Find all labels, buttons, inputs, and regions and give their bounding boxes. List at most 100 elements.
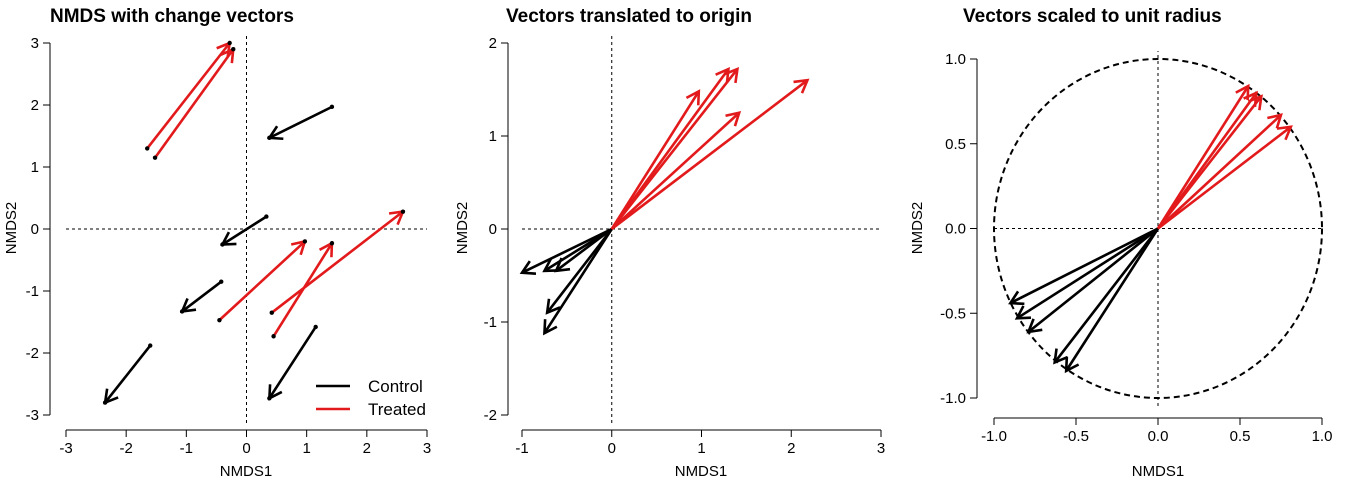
vector-shaft <box>1027 227 1159 333</box>
series-treated <box>1156 83 1293 230</box>
vector-end-point <box>231 47 236 52</box>
vector-arrowhead <box>543 319 558 336</box>
x-tick-label: 0.0 <box>1148 428 1169 445</box>
vector-shaft <box>555 227 613 272</box>
change-vector <box>610 78 810 231</box>
x-axis-tick-labels: -1 0 1 2 3 <box>515 440 885 457</box>
vector-shaft <box>610 79 809 231</box>
change-vector <box>543 228 613 336</box>
vector-arrowhead <box>1064 356 1080 374</box>
vector-arrowhead <box>1247 94 1263 111</box>
vector-start-point <box>217 317 222 323</box>
vector-shaft <box>1016 227 1159 320</box>
y-axis-tick-labels: -2 -1 0 1 2 <box>484 35 497 424</box>
change-vector <box>217 239 308 323</box>
vector-end-point <box>102 400 108 405</box>
vector-arrowhead <box>545 298 561 315</box>
y-tick-label: -1 <box>26 283 39 300</box>
x-tick-label: -3 <box>59 440 72 457</box>
y-tick-label: 1 <box>31 159 39 176</box>
vector-end-point <box>227 40 232 46</box>
y-tick-label: 0 <box>489 221 497 238</box>
vector-shaft <box>270 210 404 314</box>
vector-arrowhead <box>1276 125 1293 141</box>
change-vector <box>1014 227 1159 320</box>
panel-title: Vectors scaled to unit radius <box>963 6 1222 27</box>
legend-label-treated: Treated <box>368 400 426 419</box>
panel-unit-radius-vectors: Vectors scaled to unit radius -1.0 -0.5 0.… <box>909 6 1332 480</box>
x-axis-tick-labels: -1.0 -0.5 0.0 0.5 1.0 <box>981 428 1332 445</box>
vector-arrowhead <box>554 257 571 273</box>
series-control <box>1008 227 1160 374</box>
change-vector <box>152 47 236 160</box>
change-vector <box>1053 227 1160 365</box>
y-axis-label: NMDS2 <box>3 202 20 255</box>
vector-arrowhead <box>685 89 701 106</box>
y-tick-label: 0.5 <box>945 136 966 153</box>
series-treated <box>610 66 810 231</box>
vector-shaft <box>153 48 235 159</box>
vector-arrowhead <box>1053 348 1069 365</box>
x-tick-label: -1 <box>515 440 528 457</box>
panel-change-vectors: NMDS with change vectors -3 -2 -1 0 1 2 3 -3 -2… <box>3 6 431 480</box>
y-tick-label: 2 <box>31 97 39 114</box>
change-vector <box>267 104 335 141</box>
change-vector <box>267 324 318 401</box>
y-tick-label: -0.5 <box>940 305 966 322</box>
x-tick-label: -2 <box>119 440 132 457</box>
vector-start-point <box>145 146 150 151</box>
plot-area <box>519 35 881 423</box>
x-axis-label: NMDS1 <box>675 463 728 480</box>
vector-arrowhead <box>1026 318 1043 334</box>
panel-translated-vectors: Vectors translated to origin -2 -1 0 1 2 -1 0… <box>454 6 885 480</box>
vector-start-point <box>313 324 318 330</box>
x-tick-label: 0.5 <box>1230 428 1251 445</box>
y-axis-tick-labels: -1.0 -0.5 0.0 0.5 1.0 <box>940 51 966 407</box>
unit-circle <box>993 58 1323 399</box>
vector-shaft <box>610 111 741 230</box>
vector-shaft <box>1156 95 1263 230</box>
vector-shaft <box>1157 113 1282 230</box>
x-axis-label: NMDS1 <box>1132 463 1185 480</box>
x-tick-label: 2 <box>363 440 371 457</box>
change-vector <box>610 110 742 230</box>
vector-end-point <box>400 209 406 214</box>
vector-shaft <box>610 90 700 230</box>
vector-arrowhead <box>1267 113 1283 129</box>
vector-shaft <box>221 215 268 246</box>
y-tick-label: 1 <box>489 128 497 145</box>
vector-start-point <box>152 155 158 160</box>
vector-shaft <box>543 228 613 334</box>
vector-arrowhead <box>519 260 537 275</box>
vector-arrowhead <box>1008 290 1025 306</box>
change-vector <box>102 343 153 405</box>
vector-shaft <box>1009 227 1159 305</box>
x-axis-tick-labels: -3 -2 -1 0 1 2 3 <box>59 440 431 457</box>
vector-shaft <box>1157 125 1292 230</box>
x-tick-label: 1.0 <box>1312 428 1333 445</box>
vector-shaft <box>521 227 613 274</box>
change-vector <box>519 227 613 275</box>
vector-shaft <box>1156 85 1250 230</box>
vector-shaft <box>546 228 613 314</box>
vector-start-point <box>264 214 269 219</box>
change-vector <box>1064 227 1160 374</box>
change-vector <box>610 66 740 230</box>
vector-start-point <box>269 310 274 315</box>
x-tick-label: -1.0 <box>981 428 1007 445</box>
vector-arrowhead <box>542 257 559 273</box>
x-tick-label: 3 <box>423 440 431 457</box>
vector-start-point <box>219 279 224 284</box>
vector-end-point <box>302 239 308 244</box>
vector-shaft <box>146 42 231 150</box>
x-tick-label: 2 <box>787 440 795 457</box>
vector-arrowhead <box>1014 305 1032 320</box>
vector-shaft <box>181 280 223 313</box>
y-tick-label: -1.0 <box>940 390 966 407</box>
y-tick-label: -2 <box>484 407 497 424</box>
series-treated <box>145 40 406 339</box>
y-axis-label: NMDS2 <box>454 202 471 255</box>
legend: Control Treated <box>316 377 426 419</box>
change-vector <box>1157 113 1283 230</box>
x-tick-label: -0.5 <box>1063 428 1089 445</box>
